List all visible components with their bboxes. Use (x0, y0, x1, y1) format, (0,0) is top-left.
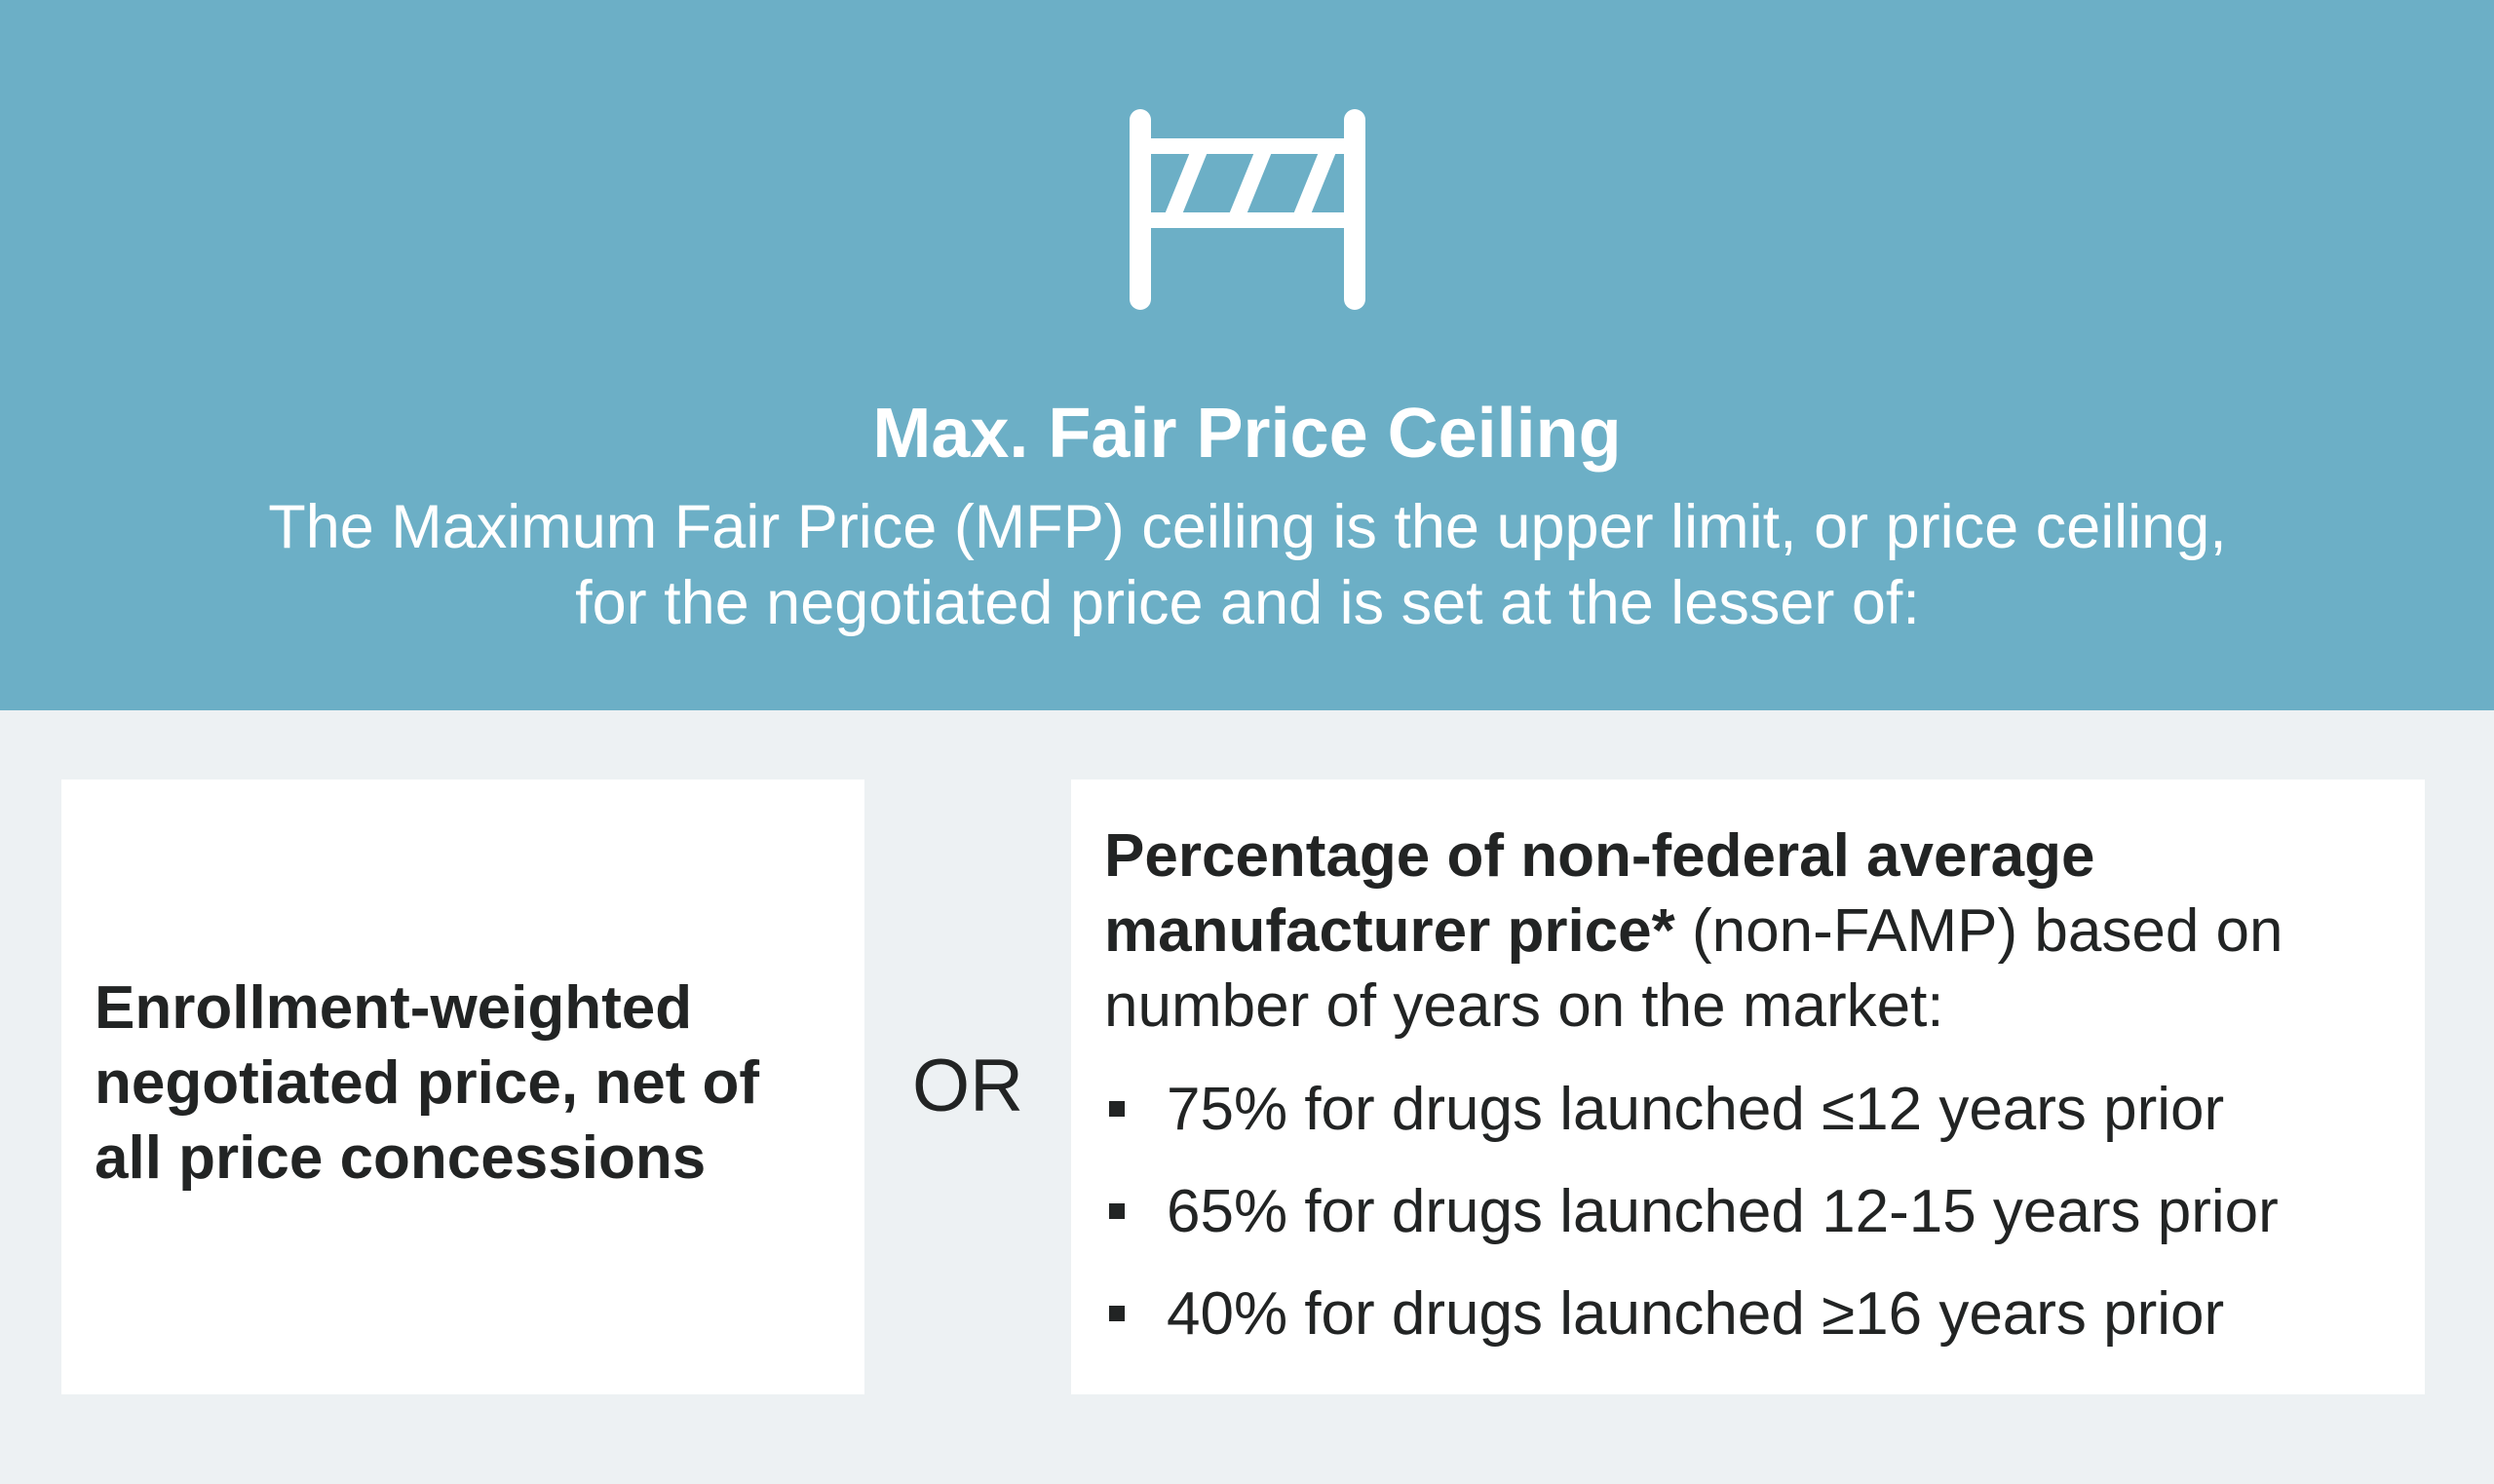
intro-bold-text: Percentage of non-federal average (1104, 822, 2095, 890)
header-banner: Max. Fair Price Ceiling The Maximum Fair… (0, 0, 2494, 710)
intro-line-3: number of years on the market: (1104, 972, 1944, 1040)
intro-regular-text: (non-FAMP) based on (1674, 897, 2283, 965)
option-card-negotiated-price: Enrollment-weighted negotiated price, ne… (61, 780, 864, 1394)
page-subtitle: The Maximum Fair Price (MFP) ceiling is … (175, 489, 2320, 641)
list-item-text: 75% for drugs launched ≤12 years prior (1167, 1076, 2225, 1143)
non-famp-intro: Percentage of non-federal average manufa… (1104, 818, 2410, 1044)
list-item: 75% for drugs launched ≤12 years prior (1104, 1072, 2410, 1174)
intro-line-1: Percentage of non-federal average (1104, 818, 2410, 894)
negotiated-price-text: Enrollment-weighted negotiated price, ne… (95, 970, 855, 1196)
bullet-square-icon (1109, 1306, 1125, 1321)
card-text-line: negotiated price, net of (95, 1049, 760, 1117)
or-separator: OR (912, 1045, 1023, 1127)
percentage-list: 75% for drugs launched ≤12 years prior 6… (1104, 1072, 2410, 1379)
subtitle-line: for the negotiated price and is set at t… (575, 569, 1920, 637)
page-title: Max. Fair Price Ceiling (872, 395, 1622, 473)
subtitle-line: The Maximum Fair Price (MFP) ceiling is … (268, 493, 2227, 561)
card-text-line: Enrollment-weighted (95, 974, 693, 1042)
list-item: 40% for drugs launched ≥16 years prior (1104, 1276, 2410, 1379)
card-text-line: all price concessions (95, 1124, 707, 1192)
road-barrier-icon (1130, 109, 1365, 310)
intro-line-2: manufacturer price* (non-FAMP) based on (1104, 894, 2410, 969)
list-item: 65% for drugs launched 12-15 years prior (1104, 1174, 2410, 1276)
intro-bold-text: manufacturer price* (1104, 897, 1675, 965)
bullet-square-icon (1109, 1101, 1125, 1117)
list-item-text: 65% for drugs launched 12-15 years prior (1167, 1178, 2279, 1245)
list-item-text: 40% for drugs launched ≥16 years prior (1167, 1280, 2225, 1348)
option-card-non-famp: Percentage of non-federal average manufa… (1071, 780, 2425, 1394)
bullet-square-icon (1109, 1203, 1125, 1219)
